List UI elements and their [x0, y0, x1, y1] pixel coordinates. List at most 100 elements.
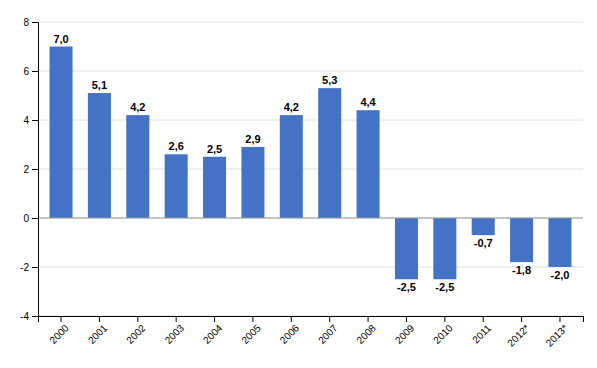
- x-tick: 2007: [316, 316, 340, 346]
- x-tick: 2009: [393, 316, 417, 346]
- data-label: -1,8: [512, 264, 531, 276]
- x-tick: 2006: [278, 316, 302, 346]
- x-tick-label: 2010: [431, 322, 455, 346]
- x-tick-mark: [368, 316, 369, 322]
- x-tick-label: 2008: [354, 322, 378, 346]
- bar: [510, 218, 533, 262]
- x-tick-label: 2006: [278, 322, 302, 346]
- x-tick-mark: [99, 316, 100, 322]
- bar: [88, 93, 111, 218]
- bar: [126, 115, 149, 218]
- zero-line: [38, 218, 583, 219]
- y-tick-label: 2: [23, 164, 29, 175]
- data-label: 2,9: [245, 133, 260, 145]
- x-tick-mark: [61, 316, 62, 322]
- data-label: 4,2: [284, 101, 299, 113]
- y-tick: 2: [23, 164, 38, 175]
- data-label: 2,5: [207, 143, 222, 155]
- x-tick-mark: [521, 316, 522, 322]
- data-label: 2,6: [169, 140, 184, 152]
- grid-line: [38, 120, 583, 121]
- grid: [38, 22, 583, 316]
- x-tick-mark: [176, 316, 177, 322]
- chart: -4-2024682000200120022003200420052006200…: [0, 0, 597, 368]
- plot: -4-2024682000200120022003200420052006200…: [20, 17, 583, 349]
- x-tick-label: 2005: [239, 322, 263, 346]
- bar: [165, 154, 188, 218]
- x-tick: 2001: [86, 316, 110, 346]
- y-tick-label: -4: [20, 311, 29, 322]
- x-tick-label: 2007: [316, 322, 340, 346]
- x-tick: 2004: [201, 316, 225, 346]
- bar: [318, 88, 341, 218]
- y-tick: 0: [23, 213, 38, 224]
- x-tick: 2002: [124, 316, 148, 346]
- x-tick-label: 2009: [393, 322, 417, 346]
- x-tick: 2012*: [505, 316, 531, 349]
- bar: [433, 218, 456, 279]
- data-label: 4,2: [130, 101, 145, 113]
- x-tick-mark: [559, 316, 560, 322]
- data-label: -2,5: [435, 281, 454, 293]
- y-tick: -2: [20, 262, 38, 273]
- x-tick-mark: [137, 316, 138, 322]
- data-label: 4,4: [360, 96, 376, 108]
- y-tick: 4: [23, 115, 38, 126]
- data-label: 7,0: [53, 33, 68, 45]
- x-tick-label: 2001: [86, 322, 110, 346]
- grid-line: [38, 169, 583, 170]
- grid-line: [38, 218, 583, 219]
- x-tick: 2005: [239, 316, 263, 346]
- x-axis-line: [39, 317, 584, 323]
- y-tick-mark: [32, 71, 38, 72]
- y-tick-label: 4: [23, 115, 29, 126]
- bar: [280, 115, 303, 218]
- y-tick: -4: [20, 311, 38, 322]
- x-tick-label: 2012*: [505, 322, 531, 348]
- data-label: -0,7: [474, 237, 493, 249]
- y-tick: 8: [23, 17, 38, 28]
- x-tick-label: 2004: [201, 322, 225, 346]
- y-tick-mark: [32, 218, 38, 219]
- y-tick-label: 0: [23, 213, 29, 224]
- bar: [203, 157, 226, 218]
- x-tick-label: 2011: [470, 322, 493, 345]
- x-tick-mark: [329, 316, 330, 322]
- y-tick-mark: [32, 267, 38, 268]
- data-labels: 7,05,14,22,62,52,94,25,34,4-2,5-2,5-0,7-…: [53, 33, 569, 294]
- x-tick: 2010: [431, 316, 455, 346]
- x-tick: 2008: [354, 316, 378, 346]
- y-tick-label: -2: [20, 262, 29, 273]
- y-tick-mark: [32, 120, 38, 121]
- grid-line: [38, 22, 583, 23]
- y-tick-mark: [32, 316, 38, 317]
- data-label: 5,1: [92, 79, 107, 91]
- bar: [395, 218, 418, 279]
- y-tick-label: 8: [23, 17, 29, 28]
- grid-line: [38, 267, 583, 268]
- y-tick-mark: [32, 169, 38, 170]
- bars: [50, 47, 572, 280]
- x-tick: 2000: [47, 316, 71, 346]
- x-tick: 2011: [470, 316, 493, 345]
- x-tick-mark: [444, 316, 445, 322]
- y-tick-mark: [32, 22, 38, 23]
- data-label: 5,3: [322, 74, 337, 86]
- x-tick-label: 2003: [163, 322, 187, 346]
- x-tick-label: 2013*: [544, 322, 570, 348]
- bar: [50, 47, 73, 219]
- y-axis: -4 -2 0 2 4 6 8: [20, 17, 38, 322]
- x-tick-label: 2002: [124, 322, 148, 346]
- y-tick: 6: [23, 66, 38, 77]
- x-tick-mark: [291, 316, 292, 322]
- bar: [241, 147, 264, 218]
- x-tick-mark: [406, 316, 407, 322]
- data-label: -2,0: [550, 269, 569, 281]
- bar: [357, 110, 380, 218]
- x-axis: 2000 2001 2002 2003 2004 2005 2006 2007 2008 2009…: [39, 316, 584, 349]
- bar: [548, 218, 571, 267]
- x-tick-mark: [214, 316, 215, 322]
- grid-line: [38, 71, 583, 72]
- bar: [472, 218, 495, 235]
- y-tick-label: 6: [23, 66, 29, 77]
